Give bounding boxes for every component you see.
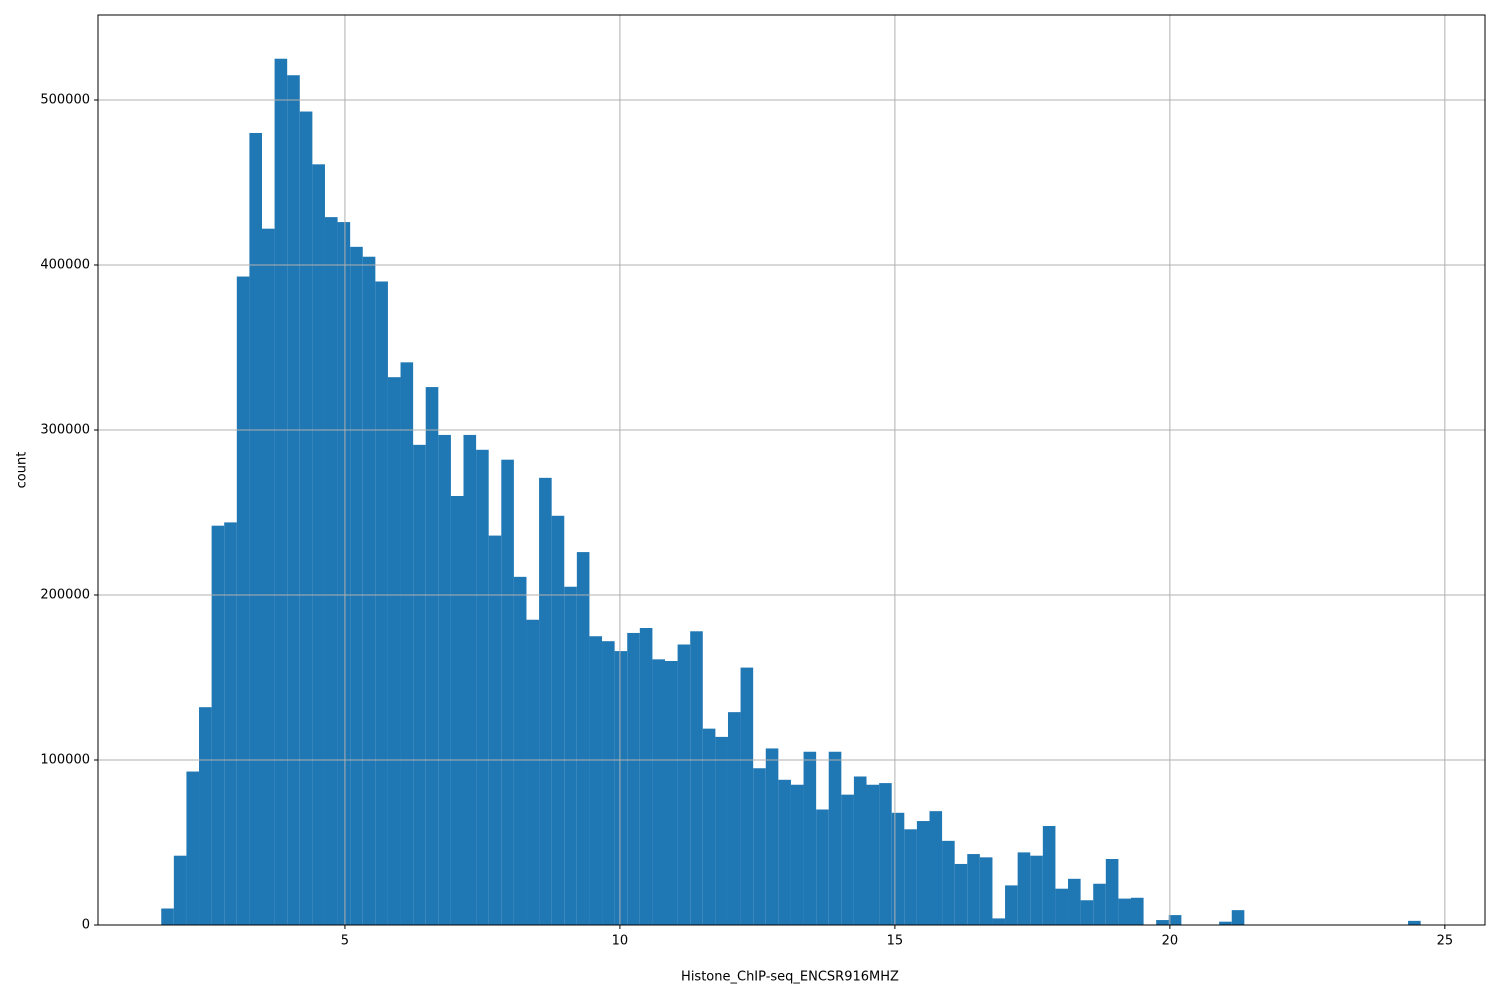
bar: [1055, 888, 1069, 925]
bar: [211, 525, 225, 925]
bar: [425, 387, 439, 926]
bar: [249, 132, 262, 925]
bar: [1156, 920, 1169, 925]
bar: [438, 434, 451, 925]
bar: [236, 276, 250, 925]
bar: [1080, 900, 1094, 925]
bar: [639, 627, 653, 925]
bar: [463, 434, 477, 925]
bar: [299, 111, 313, 925]
bar: [866, 784, 880, 925]
bar: [350, 246, 363, 926]
bar: [790, 784, 804, 925]
bar: [261, 228, 275, 925]
bar: [979, 857, 993, 925]
bar: [287, 75, 300, 925]
bar: [1005, 885, 1018, 925]
bar: [1105, 858, 1119, 925]
bar: [853, 776, 867, 925]
bar: [665, 660, 678, 925]
bar: [513, 576, 527, 925]
bar: [173, 855, 187, 925]
bar: [916, 821, 930, 925]
bar: [199, 707, 212, 925]
bar: [627, 632, 640, 925]
bar: [375, 281, 388, 926]
bar: [551, 515, 565, 925]
bar: [740, 667, 754, 925]
bar: [413, 444, 426, 925]
bar: [614, 651, 628, 925]
bar: [224, 522, 237, 925]
y-tick-label: 200000: [40, 587, 90, 602]
bar: [677, 644, 691, 925]
bar: [904, 829, 917, 925]
bar: [816, 809, 829, 925]
bar: [1231, 910, 1245, 925]
bar: [1042, 825, 1056, 925]
bar: [879, 783, 892, 925]
bar: [778, 779, 791, 925]
bar: [362, 256, 376, 925]
bar: [161, 908, 174, 925]
bar: [337, 222, 351, 925]
bar: [387, 377, 401, 925]
bar: [539, 477, 552, 925]
bar: [1130, 897, 1144, 925]
bar: [501, 459, 514, 925]
bar: [450, 495, 464, 925]
x-tick-label: 25: [1437, 934, 1454, 949]
bar: [715, 736, 728, 925]
bar: [992, 918, 1006, 925]
bar: [312, 164, 325, 925]
bar: [765, 748, 779, 925]
bar: [891, 812, 905, 925]
bar: [324, 217, 338, 925]
bar: [1219, 921, 1232, 925]
bar: [828, 751, 842, 925]
bar: [1168, 915, 1182, 925]
x-tick-label: 10: [612, 934, 629, 949]
bar: [526, 619, 540, 925]
bar: [1093, 883, 1106, 925]
x-axis-label: Histone_ChIP-seq_ENCSR916MHZ: [681, 970, 899, 985]
bar: [967, 854, 980, 925]
plot-frame: [97, 14, 1486, 926]
bar: [690, 631, 703, 925]
bar: [564, 586, 577, 925]
y-tick-label: 100000: [40, 752, 90, 767]
y-axis-label: count: [15, 452, 30, 489]
bar: [841, 794, 854, 925]
bar: [1017, 852, 1031, 925]
bar: [727, 712, 741, 925]
bar: [954, 863, 968, 925]
x-tick-label: 5: [341, 934, 349, 949]
y-tick-label: 500000: [40, 92, 90, 107]
bar: [753, 768, 766, 925]
bar: [1030, 855, 1043, 925]
bar: [488, 535, 502, 925]
bar: [476, 449, 489, 925]
y-tick-label: 300000: [40, 422, 90, 437]
bar: [1118, 898, 1131, 925]
bar: [186, 771, 200, 925]
bar: [803, 751, 817, 925]
bar: [702, 728, 716, 925]
x-tick-label: 15: [887, 934, 904, 949]
bar: [1068, 878, 1081, 925]
bar: [942, 840, 955, 925]
x-tick-label: 20: [1162, 934, 1179, 949]
y-tick-label: 0: [82, 918, 90, 933]
bar: [929, 811, 943, 925]
bar: [576, 552, 590, 925]
bar: [652, 659, 666, 925]
bar: [1408, 920, 1421, 925]
bar: [589, 636, 603, 925]
bar: [602, 641, 615, 925]
y-tick-label: 400000: [40, 257, 90, 272]
bar: [274, 58, 288, 926]
bar: [400, 362, 414, 925]
